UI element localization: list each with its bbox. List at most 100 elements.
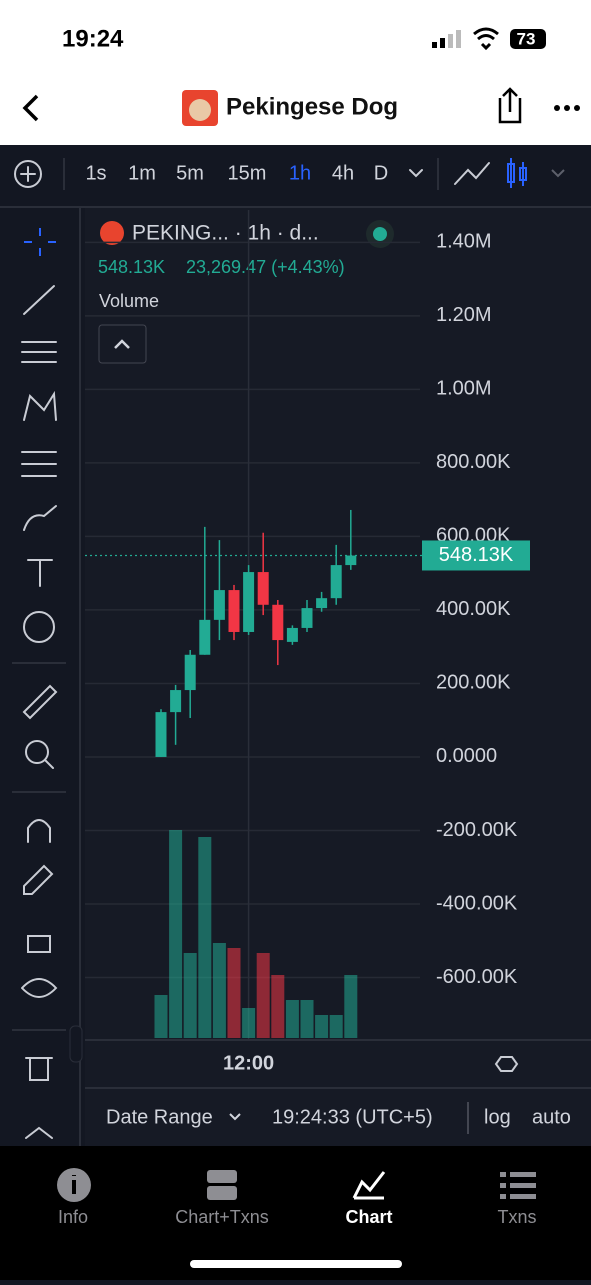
emoji-tool[interactable] — [23, 611, 55, 643]
fib-tool[interactable] — [21, 341, 57, 363]
volume-bar — [212, 943, 226, 1038]
add-button[interactable] — [14, 160, 42, 188]
volume-bar — [271, 975, 285, 1038]
interval-button[interactable]: 5m — [176, 162, 204, 184]
crosshair-tool[interactable] — [24, 228, 56, 256]
zoom-tool[interactable] — [25, 740, 49, 764]
indicator-label: Volume — [99, 291, 159, 311]
y-tick-label: -200.00K — [436, 819, 518, 841]
candle-body — [316, 598, 328, 609]
text-tool[interactable] — [27, 559, 53, 587]
interval-button[interactable]: 1m — [128, 162, 156, 184]
y-tick-label: -400.00K — [436, 892, 518, 914]
interval-button[interactable]: 15m — [228, 162, 267, 184]
y-tick-label: 1.00M — [436, 378, 492, 400]
status-time: 19:24 — [62, 25, 124, 52]
legend-avatar — [100, 221, 124, 245]
share-button[interactable] — [498, 87, 522, 124]
log-button[interactable]: log — [484, 1106, 511, 1128]
volume-bar — [242, 1008, 256, 1038]
layers-tool[interactable] — [25, 1126, 53, 1139]
hide-tool[interactable] — [21, 978, 58, 998]
y-tick-label: -600.00K — [436, 966, 518, 988]
chart-icon — [352, 1171, 386, 1200]
header-title: Pekingese Dog — [226, 93, 398, 120]
legend-symbol: PEKING... · 1h · d... — [132, 222, 319, 245]
collapse-handle[interactable] — [69, 1025, 83, 1063]
interval-button[interactable]: 1s — [85, 162, 106, 184]
volume-bar — [285, 1000, 299, 1038]
prediction-tool[interactable] — [21, 451, 57, 477]
volume-bar — [154, 995, 168, 1038]
chevron-up — [114, 339, 130, 349]
nav-tab[interactable]: Chart — [345, 1207, 392, 1227]
trendline-tool[interactable] — [23, 285, 55, 315]
volume-bar — [198, 837, 212, 1038]
lock-tool[interactable] — [27, 935, 51, 953]
candle-body — [330, 565, 342, 599]
clock: 19:24:33 (UTC+5) — [272, 1106, 433, 1128]
nav: Info Chart+Txns Chart Txns — [58, 1207, 537, 1227]
x-tick-label: 12:00 — [223, 1052, 274, 1074]
candle-body — [272, 604, 284, 641]
more-button[interactable] — [554, 105, 580, 111]
charttxns-icon-bottom — [207, 1186, 237, 1200]
candle-body — [184, 654, 196, 691]
collapse-indicator[interactable] — [98, 324, 147, 364]
candle-body — [170, 690, 182, 713]
volume-bar — [169, 830, 183, 1038]
volume-bar — [344, 975, 358, 1038]
auto-button[interactable]: auto — [532, 1106, 571, 1128]
candle-body — [345, 555, 357, 566]
candle-body — [301, 608, 313, 628]
nav-tab[interactable]: Chart+Txns — [175, 1207, 269, 1227]
intervals: 1s 1m 5m 15m 1h 4h D — [85, 162, 388, 184]
lock-draw-tool[interactable] — [23, 864, 54, 895]
interval-button[interactable]: D — [374, 162, 388, 184]
nav-tab[interactable]: Info — [58, 1207, 88, 1227]
volume-bar — [300, 1000, 314, 1038]
candle-body — [257, 572, 269, 605]
pattern-tool[interactable] — [23, 390, 57, 421]
zoom-handle — [44, 759, 54, 769]
interval-button[interactable]: 4h — [332, 162, 354, 184]
candle-body — [243, 572, 255, 632]
nav-bg — [0, 1146, 591, 1280]
y-tick-label: 200.00K — [436, 672, 511, 694]
y-tick-label: 800.00K — [436, 451, 511, 473]
status-dot — [373, 227, 387, 241]
volume-bar — [329, 1015, 343, 1038]
volume-bar — [256, 953, 270, 1038]
candle-body — [199, 619, 211, 655]
volume-bar — [315, 1015, 329, 1038]
line-chart-button[interactable] — [454, 162, 490, 185]
magnet-tool[interactable] — [27, 819, 51, 843]
back-button[interactable] — [22, 94, 39, 122]
charttxns-icon-top — [207, 1170, 237, 1183]
legend-change: 23,269.47 (+4.43%) — [186, 257, 345, 277]
ruler-tool[interactable] — [22, 684, 58, 720]
settings-button[interactable] — [494, 1056, 519, 1072]
delete-tool[interactable] — [25, 1057, 53, 1081]
y-tick-label: 0.0000 — [436, 745, 497, 767]
candle-chart-button[interactable] — [507, 158, 527, 188]
brush-tool[interactable] — [23, 505, 57, 531]
wifi-icon — [473, 27, 499, 51]
txns-icon — [500, 1172, 536, 1199]
style-dropdown[interactable] — [551, 169, 565, 178]
volume-bar — [227, 948, 241, 1038]
signal-icon — [432, 30, 461, 48]
avatar-face — [189, 99, 211, 121]
interval-dropdown[interactable] — [409, 169, 423, 178]
last-price-label: 548.13K — [439, 544, 514, 566]
battery-icon — [510, 29, 546, 49]
y-tick-label: 1.40M — [436, 231, 492, 253]
date-range-button[interactable]: Date Range — [106, 1106, 213, 1128]
nav-tab[interactable]: Txns — [497, 1207, 536, 1227]
interval-button[interactable]: 1h — [289, 162, 311, 184]
candle-body — [213, 590, 225, 620]
date-range-caret — [229, 1113, 241, 1121]
y-tick-label: 400.00K — [436, 598, 511, 620]
